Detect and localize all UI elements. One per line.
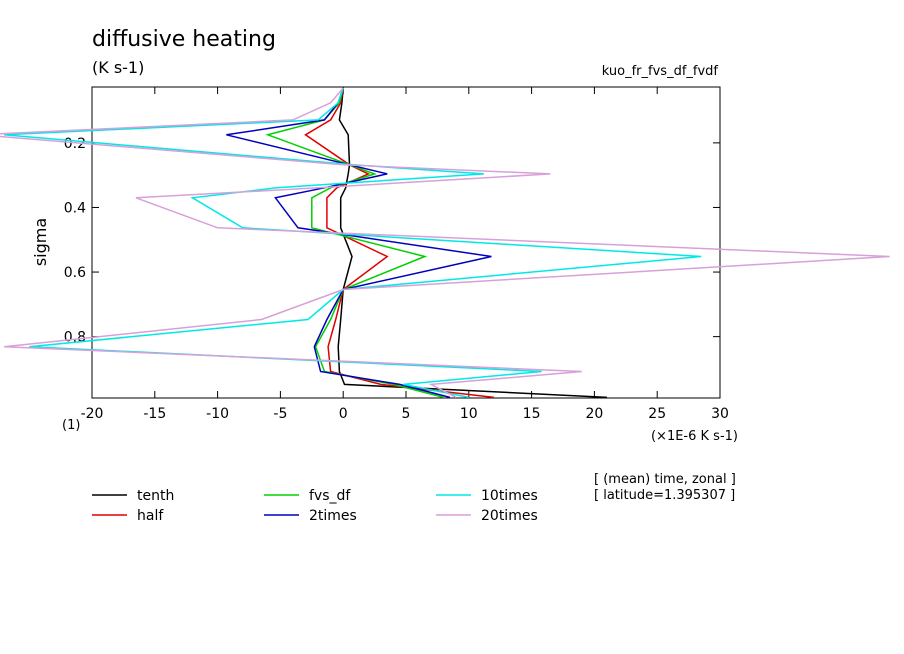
x-tick-label: -15 xyxy=(143,406,166,422)
plot-frame xyxy=(91,86,721,399)
legend-label: 20times xyxy=(481,508,538,524)
legend-label: 2times xyxy=(309,508,357,524)
legend-label: tenth xyxy=(137,488,174,504)
line-series xyxy=(226,87,492,399)
legend-label: 10times xyxy=(481,488,538,504)
x-tick-label: 5 xyxy=(402,406,411,422)
x-tick-label: -5 xyxy=(273,406,287,422)
x-tick-label: -20 xyxy=(81,406,104,422)
y-axis-label: sigma xyxy=(31,218,50,266)
line-series xyxy=(0,87,890,399)
line-series xyxy=(304,87,494,399)
y-tick-label: 0.6 xyxy=(64,265,86,281)
x-tick-label: 20 xyxy=(585,406,603,422)
chart-subtitle: (K s-1) xyxy=(92,58,144,77)
run-label: kuo_fr_fvs_df_fvdf xyxy=(602,64,719,79)
origin-label: (1) xyxy=(62,418,80,433)
x-axis-label: (×1E-6 K s-1) xyxy=(651,429,738,444)
note: [ latitude=1.395307 ] xyxy=(594,488,735,503)
y-tick-label: 0.4 xyxy=(64,200,86,216)
line-series xyxy=(337,87,608,399)
x-tick-label: 0 xyxy=(339,406,348,422)
legend-label: fvs_df xyxy=(309,488,351,504)
chart-title: diffusive heating xyxy=(92,27,276,52)
line-series xyxy=(265,87,444,399)
x-tick-label: 15 xyxy=(523,406,541,422)
x-tick-label: 25 xyxy=(648,406,666,422)
legend-label: half xyxy=(137,508,164,524)
x-tick-label: 30 xyxy=(711,406,729,422)
x-tick-label: -10 xyxy=(206,406,229,422)
x-tick-label: 10 xyxy=(460,406,478,422)
note: [ (mean) time, zonal ] xyxy=(594,472,736,487)
